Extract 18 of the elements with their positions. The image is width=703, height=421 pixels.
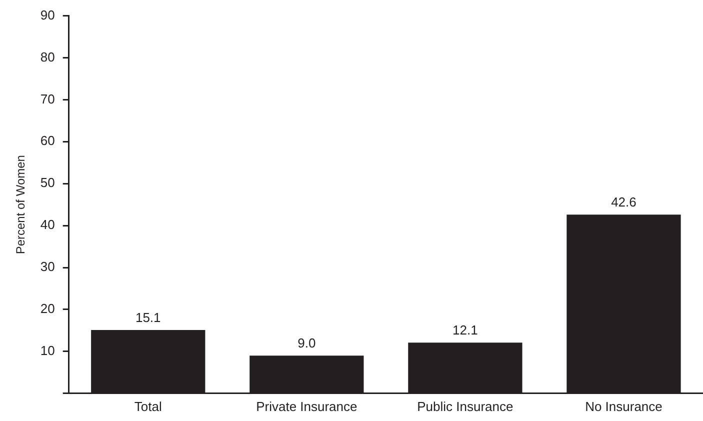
y-tick-label: 40 bbox=[40, 217, 55, 232]
data-label: 12.1 bbox=[452, 322, 478, 338]
y-tick-label: 80 bbox=[40, 49, 55, 64]
y-tick-label: 70 bbox=[40, 91, 55, 106]
y-tick-label: 60 bbox=[40, 133, 55, 148]
data-label: 9.0 bbox=[298, 336, 316, 351]
x-tick-label: Private Insurance bbox=[256, 398, 358, 414]
y-tick-label: 20 bbox=[40, 301, 55, 316]
x-tick-label: Public Insurance bbox=[417, 398, 514, 414]
y-tick-label: 50 bbox=[40, 175, 55, 190]
data-label: 42.6 bbox=[611, 194, 636, 210]
y-tick-label: 90 bbox=[40, 7, 55, 22]
x-tick-label: No Insurance bbox=[585, 398, 662, 414]
y-tick-label: 10 bbox=[40, 343, 55, 358]
y-axis-title: Percent of Women bbox=[14, 155, 28, 254]
y-tick-label: 30 bbox=[40, 259, 55, 274]
x-tick-label: Total bbox=[134, 398, 162, 414]
data-label: 15.1 bbox=[135, 310, 161, 326]
